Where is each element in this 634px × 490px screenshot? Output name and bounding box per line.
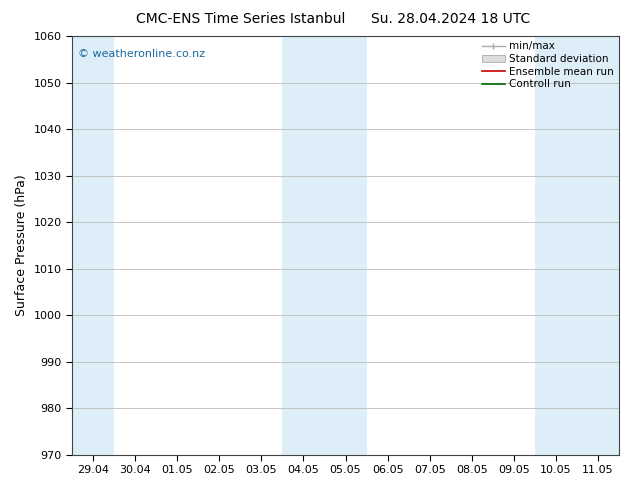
Legend: min/max, Standard deviation, Ensemble mean run, Controll run: min/max, Standard deviation, Ensemble me… <box>480 39 616 91</box>
Y-axis label: Surface Pressure (hPa): Surface Pressure (hPa) <box>15 174 28 316</box>
Text: CMC-ENS Time Series Istanbul: CMC-ENS Time Series Istanbul <box>136 12 346 26</box>
Bar <box>72 36 114 455</box>
Bar <box>282 36 366 455</box>
Text: © weatheronline.co.nz: © weatheronline.co.nz <box>77 49 205 59</box>
Bar <box>535 36 619 455</box>
Text: Su. 28.04.2024 18 UTC: Su. 28.04.2024 18 UTC <box>370 12 530 26</box>
